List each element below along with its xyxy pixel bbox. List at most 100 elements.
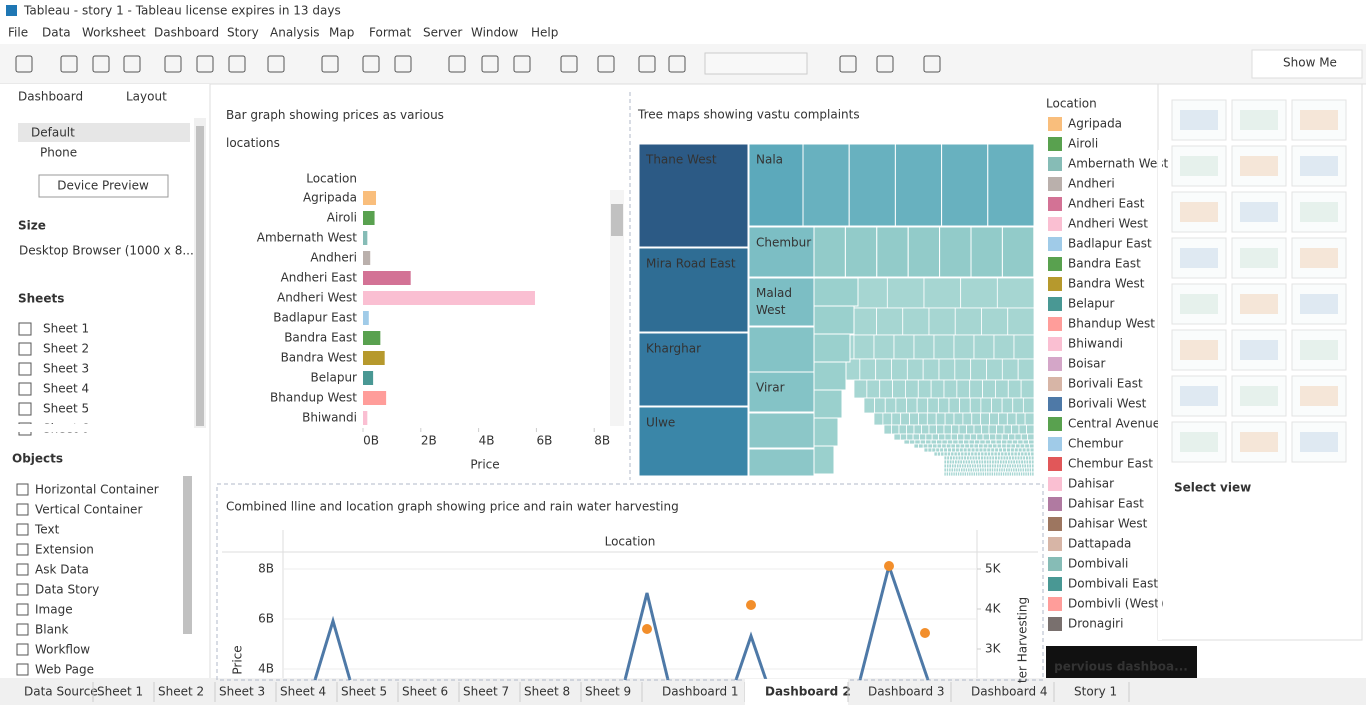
legend-label[interactable]: Bhandup West <box>1068 317 1155 331</box>
size-value[interactable]: Desktop Browser (1000 x 8... <box>19 244 194 258</box>
legend-label[interactable]: Andheri West <box>1068 217 1148 231</box>
object-item[interactable]: Image <box>35 603 73 617</box>
legend-swatch[interactable] <box>1048 157 1062 171</box>
legend-label[interactable]: Dronagiri <box>1068 617 1123 631</box>
legend-swatch[interactable] <box>1048 337 1062 351</box>
legend-label[interactable]: Airoli <box>1068 137 1098 151</box>
legend-swatch[interactable] <box>1048 257 1062 271</box>
legend-label[interactable]: Agripada <box>1068 117 1122 131</box>
object-item[interactable]: Ask Data <box>35 563 89 577</box>
menu-item[interactable]: Help <box>531 26 558 40</box>
menu-item[interactable]: Dashboard <box>154 26 219 40</box>
panel-tab[interactable]: Layout <box>126 90 167 104</box>
legend-swatch[interactable] <box>1048 557 1062 571</box>
sheet-item[interactable]: Sheet 1 <box>43 322 89 336</box>
legend-label[interactable]: Dombivali East <box>1068 577 1158 591</box>
menu-item[interactable]: Server <box>423 26 462 40</box>
legend-swatch[interactable] <box>1048 277 1062 291</box>
button-label[interactable]: Device Preview <box>57 179 149 193</box>
menu-item[interactable]: Map <box>329 26 354 40</box>
legend-swatch[interactable] <box>1048 497 1062 511</box>
legend-swatch[interactable] <box>1048 577 1062 591</box>
sheet-tab[interactable]: Sheet 9 <box>585 685 631 699</box>
legend-swatch[interactable] <box>1048 477 1062 491</box>
legend-label[interactable]: Dahisar West <box>1068 517 1148 531</box>
sheet-tab[interactable]: Data Source <box>24 685 98 699</box>
legend-label[interactable]: Dombivali <box>1068 557 1128 571</box>
legend-label[interactable]: Dombivli (West) <box>1068 597 1164 611</box>
legend-label[interactable]: Chembur <box>1068 437 1123 451</box>
sheet-item[interactable]: Sheet 4 <box>43 382 89 396</box>
menu-item[interactable]: Data <box>42 26 71 40</box>
menu-item[interactable]: Story <box>227 26 259 40</box>
sheet-tab[interactable]: Sheet 3 <box>219 685 265 699</box>
legend-swatch[interactable] <box>1048 137 1062 151</box>
object-item[interactable]: Web Page <box>35 663 94 677</box>
sheet-tab[interactable]: Sheet 4 <box>280 685 326 699</box>
sheet-item[interactable]: Sheet 5 <box>43 402 89 416</box>
legend-swatch[interactable] <box>1048 597 1062 611</box>
object-item[interactable]: Extension <box>35 543 94 557</box>
object-item[interactable]: Horizontal Container <box>35 483 159 497</box>
legend-swatch[interactable] <box>1048 357 1062 371</box>
legend-label[interactable]: Belapur <box>1068 297 1115 311</box>
sheet-tab[interactable]: Dashboard 4 <box>971 685 1048 699</box>
legend-label[interactable]: Dattapada <box>1068 537 1131 551</box>
sheet-tab[interactable]: Dashboard 3 <box>868 685 945 699</box>
object-item[interactable]: Workflow <box>35 643 90 657</box>
show-me-label[interactable]: Show Me <box>1283 56 1337 70</box>
legend-swatch[interactable] <box>1048 117 1062 131</box>
legend-swatch[interactable] <box>1048 437 1062 451</box>
legend-swatch[interactable] <box>1048 237 1062 251</box>
sheet-tab[interactable]: Sheet 5 <box>341 685 387 699</box>
legend-label[interactable]: Borivali West <box>1068 397 1147 411</box>
legend-label[interactable]: Dahisar <box>1068 477 1114 491</box>
sheet-tab[interactable]: Story 1 <box>1074 685 1117 699</box>
legend-swatch[interactable] <box>1048 457 1062 471</box>
legend-label[interactable]: Bandra West <box>1068 277 1145 291</box>
legend-label[interactable]: Chembur East <box>1068 457 1153 471</box>
sheet-tab[interactable]: Dashboard 1 <box>662 685 739 699</box>
sheet-tab[interactable]: Dashboard 2 <box>765 685 851 699</box>
legend-swatch[interactable] <box>1048 417 1062 431</box>
sheet-item[interactable]: Sheet 2 <box>43 342 89 356</box>
legend-swatch[interactable] <box>1048 377 1062 391</box>
menu-item[interactable]: Analysis <box>270 26 319 40</box>
sheet-tab[interactable]: Sheet 2 <box>158 685 204 699</box>
sheet-item[interactable]: Sheet 3 <box>43 362 89 376</box>
legend-swatch[interactable] <box>1048 317 1062 331</box>
sheet-tab[interactable]: Sheet 6 <box>402 685 448 699</box>
device-item[interactable]: Phone <box>40 146 77 160</box>
menu-item[interactable]: Format <box>369 26 412 40</box>
legend-swatch[interactable] <box>1048 517 1062 531</box>
legend-label[interactable]: Ambernath West <box>1068 157 1169 171</box>
legend-swatch[interactable] <box>1048 537 1062 551</box>
menu-item[interactable]: Window <box>471 26 519 40</box>
legend-swatch[interactable] <box>1048 397 1062 411</box>
legend-swatch[interactable] <box>1048 217 1062 231</box>
legend-label[interactable]: Boisar <box>1068 357 1106 371</box>
object-item[interactable]: Text <box>34 523 60 537</box>
legend-label[interactable]: Dahisar East <box>1068 497 1144 511</box>
legend-label[interactable]: Badlapur East <box>1068 237 1152 251</box>
legend-label[interactable]: Andheri East <box>1068 197 1145 211</box>
legend-swatch[interactable] <box>1048 617 1062 631</box>
legend-label[interactable]: Bhiwandi <box>1068 337 1123 351</box>
sheet-tab[interactable]: Sheet 8 <box>524 685 570 699</box>
legend-label[interactable]: Borivali East <box>1068 377 1143 391</box>
legend-label[interactable]: Bandra East <box>1068 257 1141 271</box>
object-item[interactable]: Data Story <box>35 583 99 597</box>
legend-swatch[interactable] <box>1048 197 1062 211</box>
sheet-tab[interactable]: Sheet 1 <box>97 685 143 699</box>
menu-item[interactable]: File <box>8 26 28 40</box>
object-item[interactable]: Vertical Container <box>35 503 142 517</box>
legend-label[interactable]: Andheri <box>1068 177 1115 191</box>
menu-item[interactable]: Worksheet <box>82 26 146 40</box>
legend-swatch[interactable] <box>1048 177 1062 191</box>
device-item[interactable]: Default <box>31 126 75 140</box>
legend-label[interactable]: Central Avenue <box>1068 417 1160 431</box>
panel-tab[interactable]: Dashboard <box>18 90 83 104</box>
toolbar-dropdown[interactable] <box>705 53 807 74</box>
nav-button-label[interactable]: pervious dashboa... <box>1054 660 1188 674</box>
legend-swatch[interactable] <box>1048 297 1062 311</box>
